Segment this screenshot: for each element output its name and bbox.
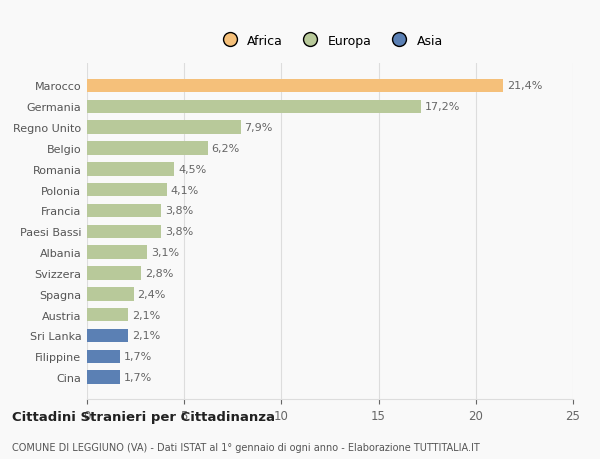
Bar: [87, 79, 503, 93]
Text: 17,2%: 17,2%: [425, 102, 461, 112]
Legend: Africa, Europa, Asia: Africa, Europa, Asia: [213, 31, 447, 51]
Text: 3,1%: 3,1%: [151, 247, 179, 257]
Text: 21,4%: 21,4%: [507, 81, 542, 91]
Bar: [87, 142, 208, 156]
Bar: [87, 370, 120, 384]
Text: 3,8%: 3,8%: [165, 227, 193, 237]
Text: 7,9%: 7,9%: [244, 123, 273, 133]
Bar: [87, 100, 421, 114]
Text: 1,7%: 1,7%: [124, 372, 152, 382]
Text: 6,2%: 6,2%: [211, 144, 239, 154]
Text: Cittadini Stranieri per Cittadinanza: Cittadini Stranieri per Cittadinanza: [12, 410, 275, 423]
Bar: [87, 204, 161, 218]
Bar: [87, 225, 161, 239]
Text: 2,8%: 2,8%: [145, 269, 173, 278]
Bar: [87, 162, 175, 176]
Bar: [87, 184, 167, 197]
Text: 4,5%: 4,5%: [178, 164, 206, 174]
Bar: [87, 246, 147, 259]
Bar: [87, 350, 120, 364]
Bar: [87, 329, 128, 342]
Bar: [87, 267, 142, 280]
Text: COMUNE DI LEGGIUNO (VA) - Dati ISTAT al 1° gennaio di ogni anno - Elaborazione T: COMUNE DI LEGGIUNO (VA) - Dati ISTAT al …: [12, 442, 480, 452]
Bar: [87, 121, 241, 134]
Text: 2,1%: 2,1%: [132, 331, 160, 341]
Text: 4,1%: 4,1%: [170, 185, 199, 195]
Bar: [87, 287, 134, 301]
Text: 3,8%: 3,8%: [165, 206, 193, 216]
Text: 1,7%: 1,7%: [124, 352, 152, 362]
Text: 2,1%: 2,1%: [132, 310, 160, 320]
Bar: [87, 308, 128, 322]
Text: 2,4%: 2,4%: [137, 289, 166, 299]
